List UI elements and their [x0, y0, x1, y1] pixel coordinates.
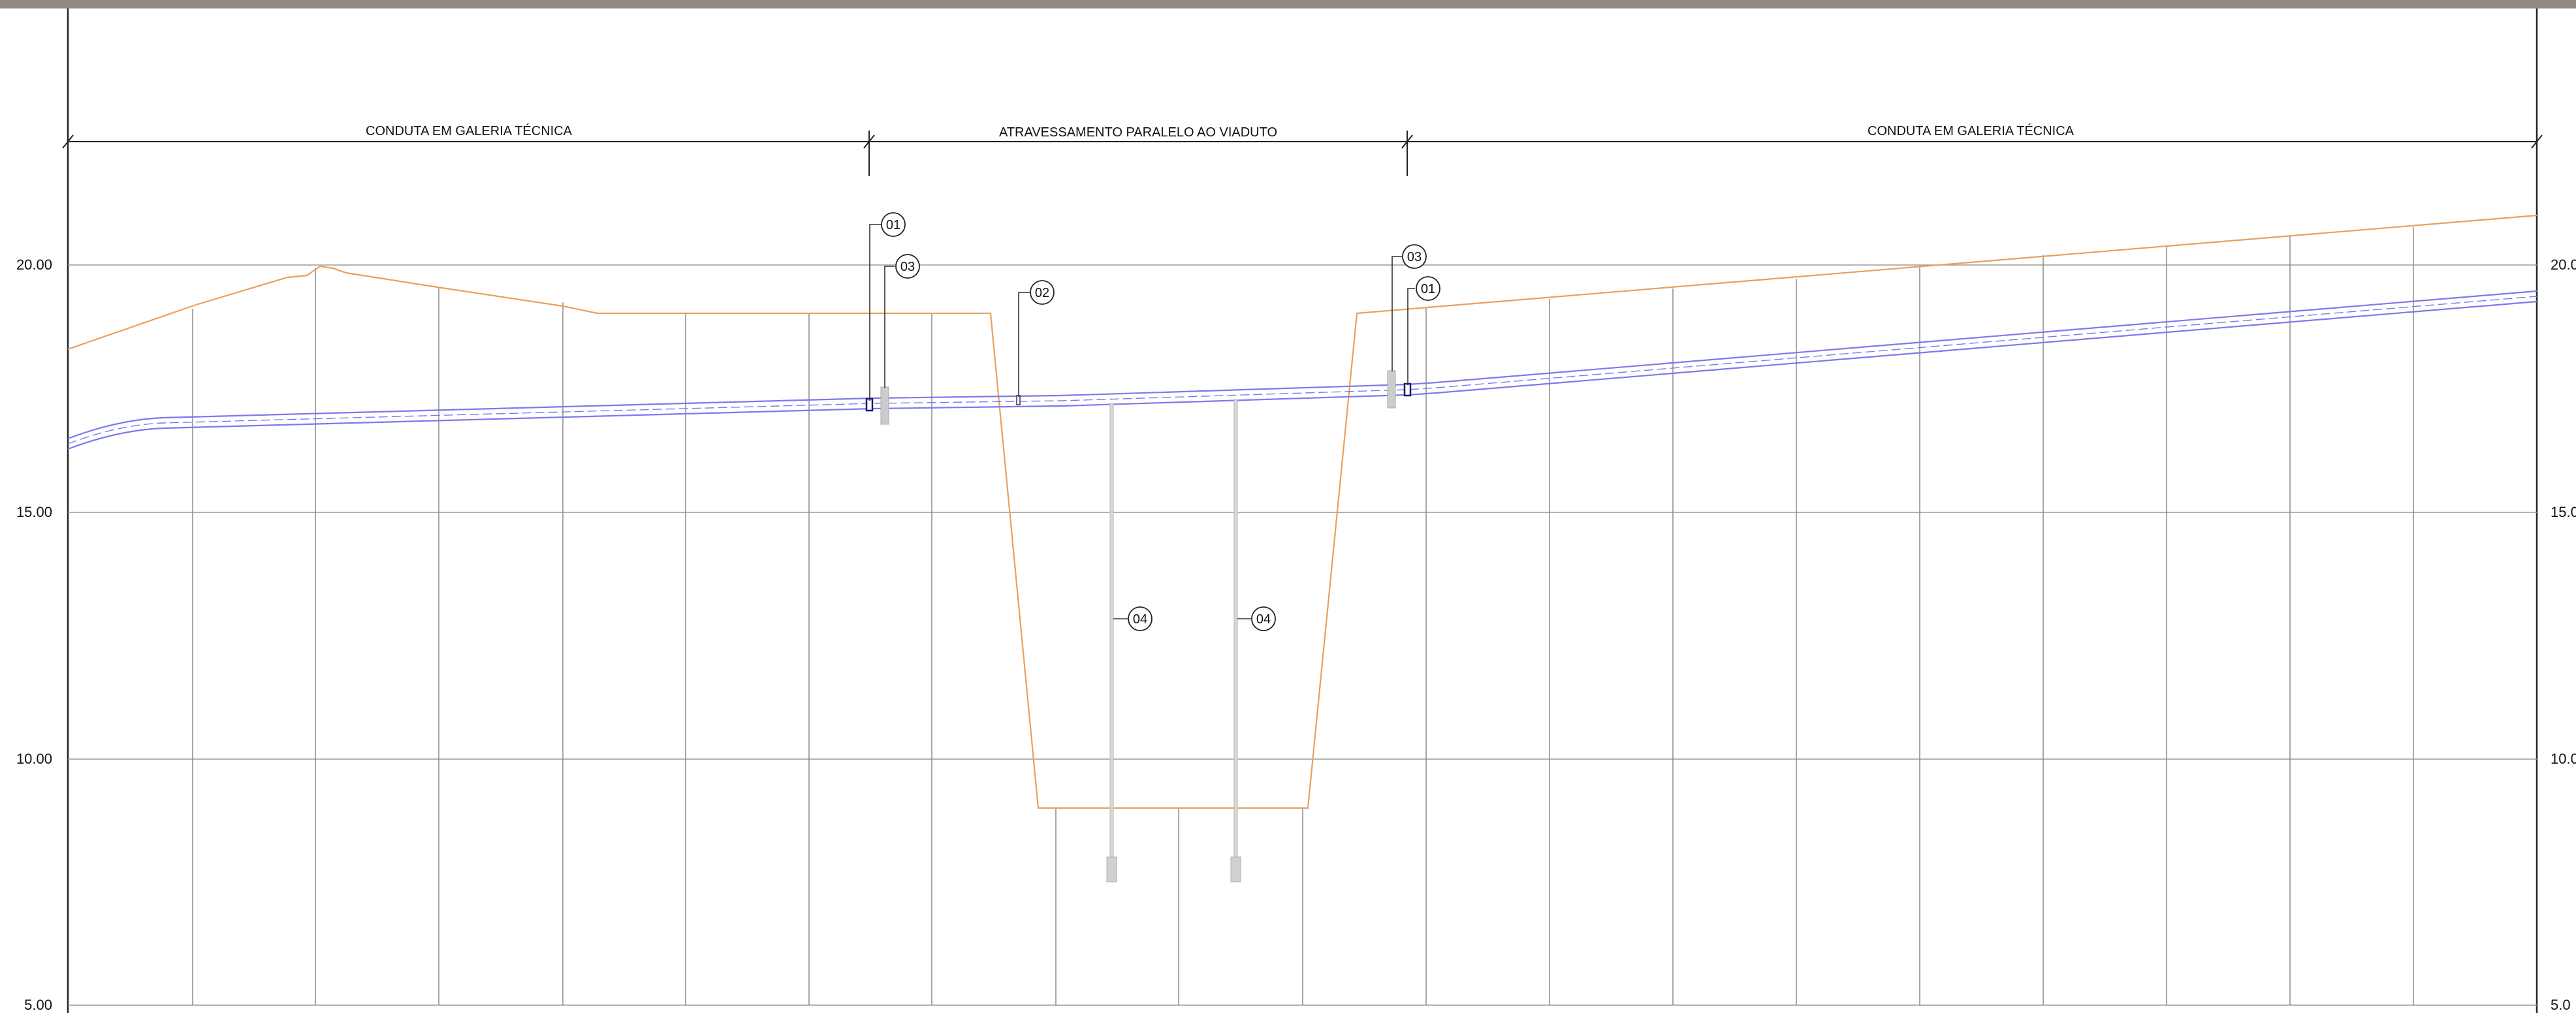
callout-number: 01 [1421, 282, 1435, 296]
pile-left-tip [1106, 856, 1117, 882]
elevation-label-left: 5.00 [24, 997, 52, 1013]
dimension-slash [863, 134, 875, 149]
callout-03-right: 03 [1402, 244, 1427, 269]
callout-leader [1391, 256, 1402, 371]
callout-number: 03 [900, 260, 915, 274]
callout-bubble [1416, 276, 1440, 301]
pipe-small-fitting [1016, 395, 1021, 405]
callout-01-right: 01 [1416, 276, 1440, 301]
pipe-top-line [67, 290, 2537, 440]
pipeline [67, 290, 2537, 450]
callout-number: 01 [886, 218, 900, 232]
callout-bubble [1251, 606, 1276, 631]
callout-number: 03 [1407, 250, 1422, 264]
elevation-label-left: 15.00 [16, 504, 52, 520]
pipe-support-left [880, 386, 889, 425]
callout-leader [869, 224, 882, 401]
callout-bubble [881, 212, 906, 237]
dimension-slash [62, 134, 74, 149]
pipe-support-right [1387, 370, 1396, 409]
segment-label-1: CONDUTA EM GALERIA TÉCNICA [366, 123, 573, 138]
pipe-bottom-line [67, 300, 2537, 450]
callout-leader [884, 266, 895, 388]
elevation-label-right: 20.0 [2551, 257, 2576, 273]
callout-01-left: 01 [881, 212, 906, 237]
segment-label-2: ATRAVESSAMENTO PARALELO AO VIADUTO [999, 125, 1277, 140]
pile-left-shaft [1109, 403, 1114, 858]
callout-03-left: 03 [895, 254, 920, 279]
top-photo-strip [0, 0, 2576, 8]
callout-bubble [1402, 244, 1427, 269]
callout-04-right: 04 [1251, 606, 1276, 631]
elevation-label-right: 15.0 [2551, 504, 2576, 520]
callout-bubble [1128, 606, 1153, 631]
elevation-label-left: 20.00 [16, 257, 52, 273]
callout-04-left: 04 [1128, 606, 1153, 631]
elevation-label-right: 10.0 [2551, 751, 2576, 767]
station-lines [192, 227, 2414, 1005]
callout-02: 02 [1030, 280, 1055, 305]
callout-leader [1018, 292, 1030, 397]
callout-leaders [869, 224, 1415, 619]
elevation-label-right: 5.0 [2551, 997, 2571, 1013]
elevation-label-left: 10.00 [16, 751, 52, 767]
segment-dimension-line [62, 131, 2543, 176]
callout-number: 02 [1035, 286, 1049, 300]
dimension-slash [1401, 134, 1413, 149]
pile-right-shaft [1233, 399, 1238, 858]
callout-bubble [895, 254, 920, 279]
callout-number: 04 [1133, 612, 1147, 627]
dimension-slash [2531, 134, 2543, 149]
callout-leader [1407, 288, 1415, 385]
segment-label-3: CONDUTA EM GALERIA TÉCNICA [1868, 123, 2075, 138]
pipe-fitting-right [1403, 382, 1412, 397]
pipe-centerline [67, 296, 2537, 444]
terrain-profile-line [67, 214, 2537, 809]
callout-number: 04 [1256, 612, 1271, 627]
pile-right-tip [1230, 856, 1241, 882]
callout-bubble [1030, 280, 1055, 305]
